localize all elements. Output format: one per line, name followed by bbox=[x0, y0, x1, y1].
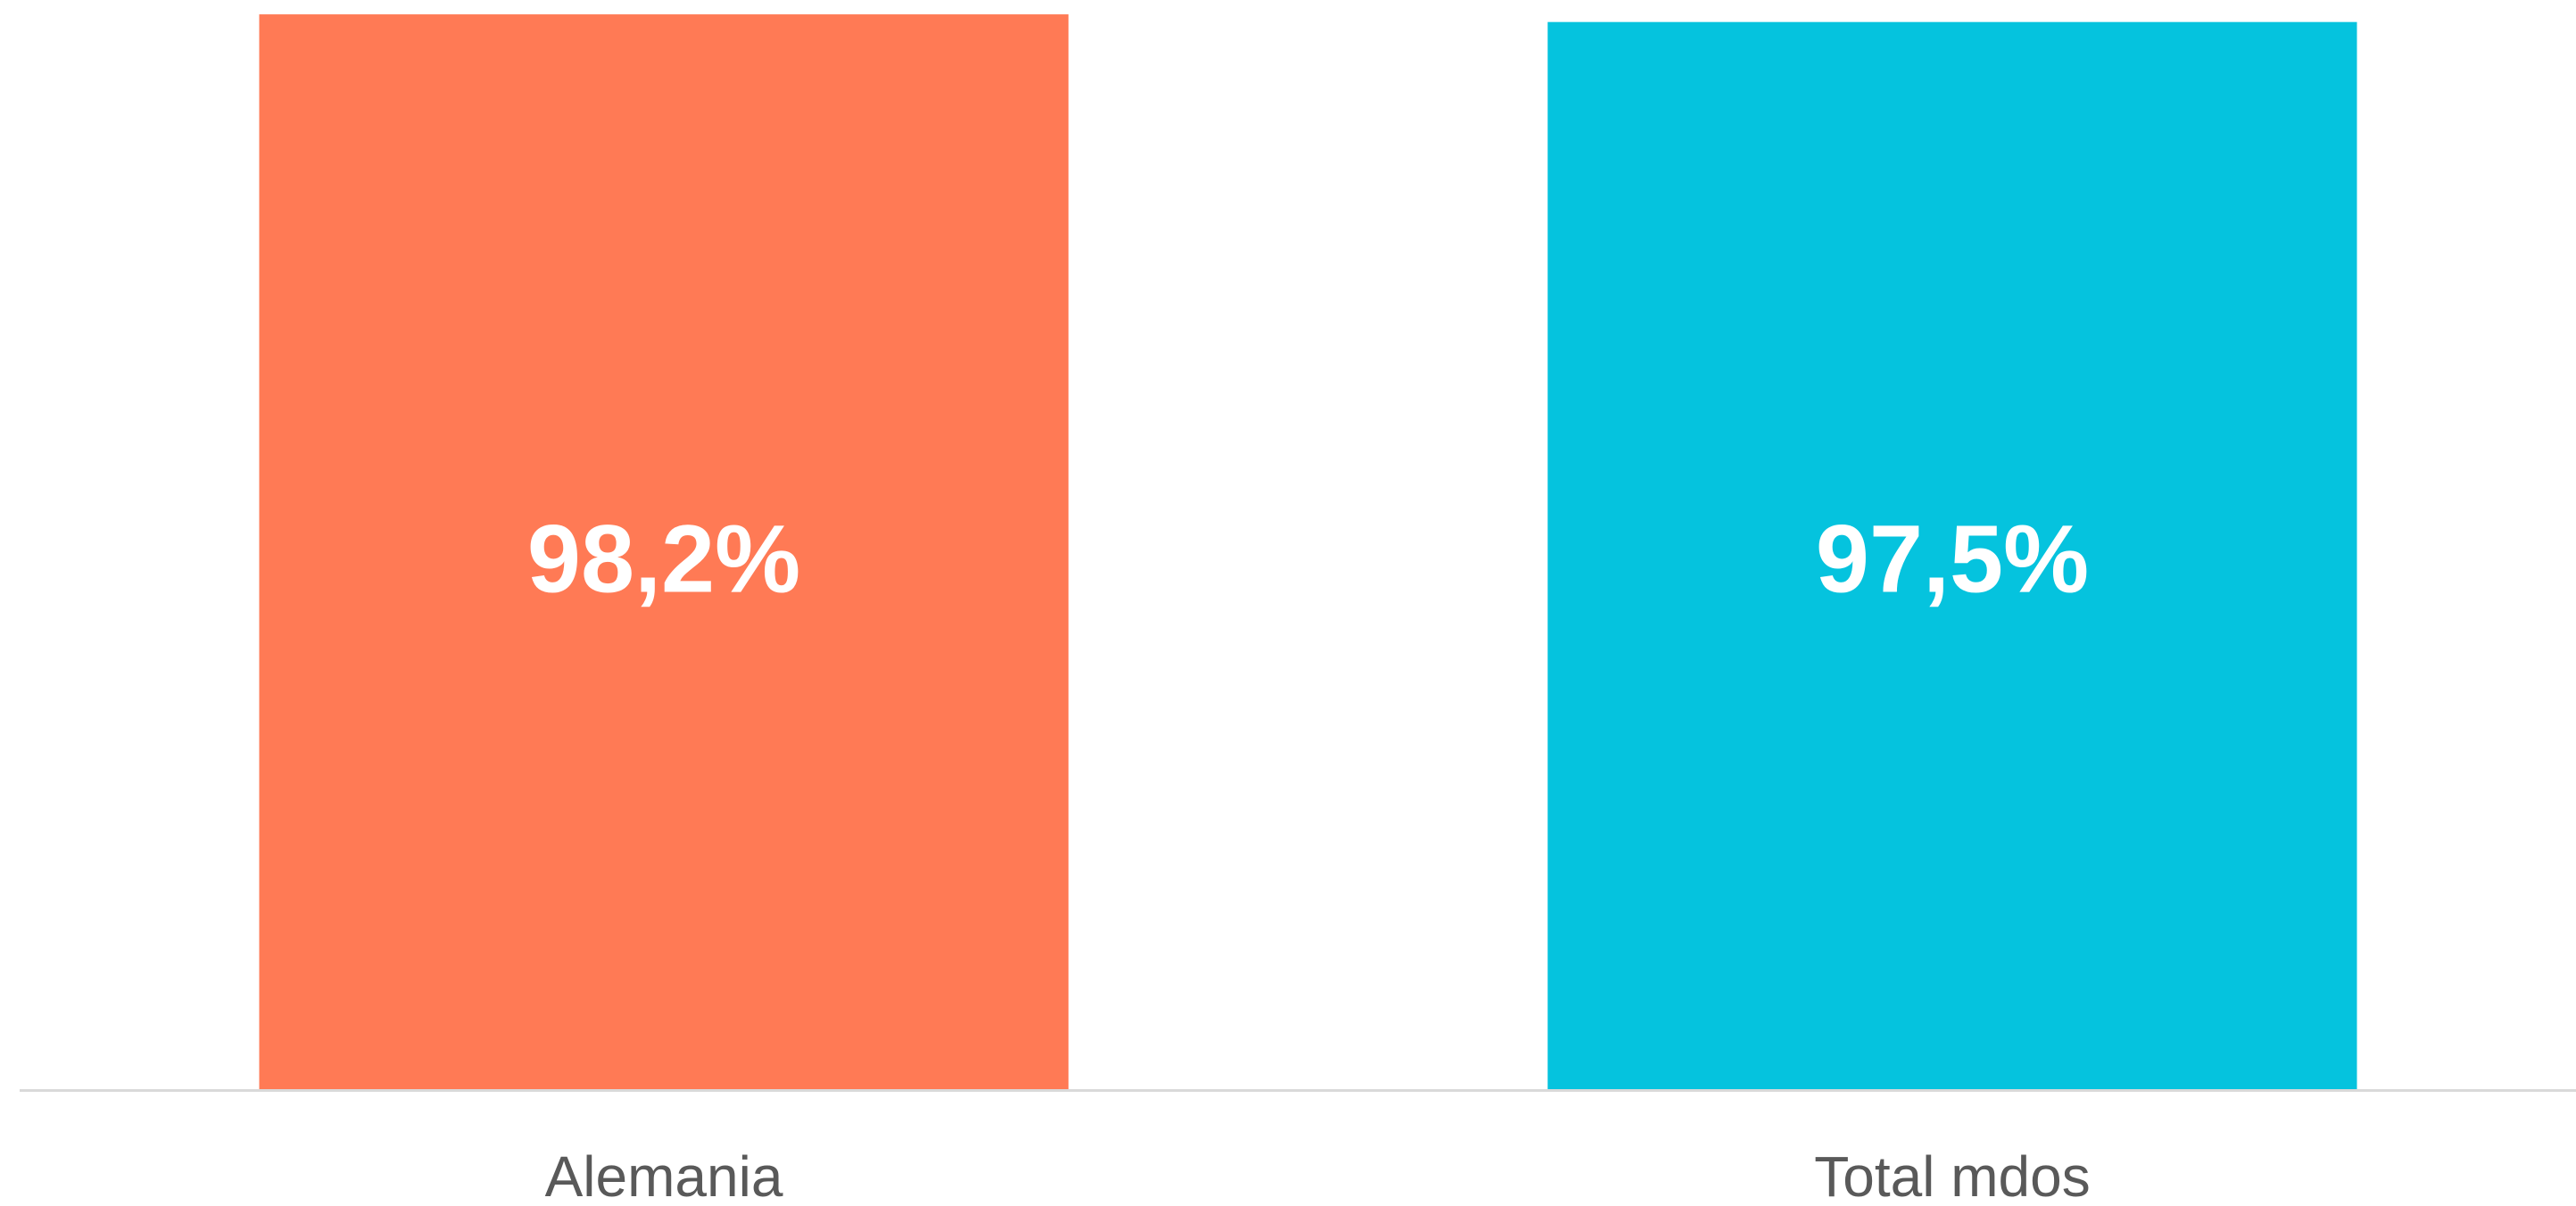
x-tick-label: Total mdos bbox=[1814, 1144, 2090, 1206]
data-label: 97,5% bbox=[1816, 505, 2089, 613]
bar bbox=[259, 14, 1069, 1089]
x-tick-label: Alemania bbox=[545, 1144, 783, 1206]
bar bbox=[1547, 21, 2357, 1089]
data-label: 98,2% bbox=[527, 505, 800, 613]
